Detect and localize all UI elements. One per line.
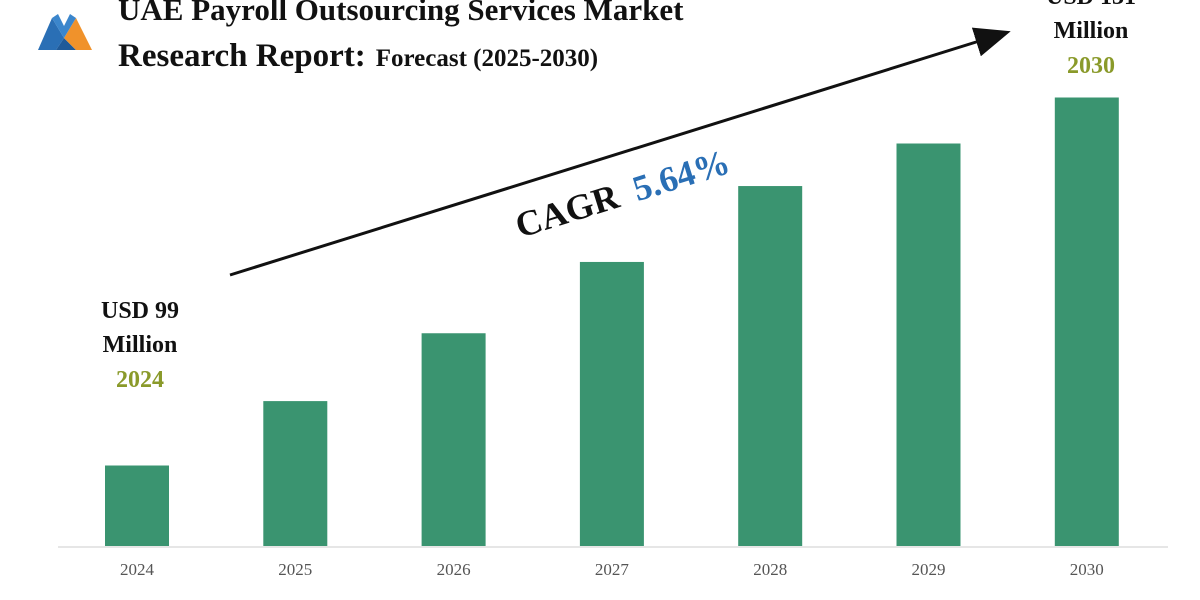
chart-title-line2: Research Report: Forecast (2025-2030)	[118, 38, 598, 74]
bar-2029	[896, 143, 961, 546]
x-tick-label: 2030	[1070, 560, 1104, 579]
x-tick-label: 2028	[753, 560, 787, 579]
cagr-trend-arrow	[229, 27, 1011, 277]
end-unit-text: Million	[1054, 18, 1129, 44]
bar-2024	[105, 465, 169, 546]
start-unit-text: Million	[103, 332, 178, 358]
bar-2026	[421, 333, 486, 546]
bar-2030	[1054, 97, 1119, 546]
x-tick-label: 2026	[437, 560, 471, 579]
cagr-label: CAGR 5.64%	[510, 141, 734, 245]
x-tick-label: 2029	[912, 560, 946, 579]
end-year-text: 2030	[1067, 53, 1115, 79]
x-tick-label: 2024	[120, 560, 155, 579]
bar-series	[105, 97, 1119, 547]
x-axis-ticks: 2024 2025 2026 2027 2028 2029 2030	[120, 560, 1104, 579]
start-value-callout: USD 99 Million 2024	[101, 298, 179, 393]
bar-2027	[579, 261, 644, 546]
x-tick-label: 2025	[278, 560, 312, 579]
m-letter-logo-icon	[38, 14, 92, 50]
start-year-text: 2024	[116, 367, 164, 393]
end-value-callout: USD 131 Million 2030	[1046, 0, 1136, 79]
start-value-text: USD 99	[101, 298, 179, 324]
end-value-text: USD 131	[1046, 0, 1136, 10]
bar-2025	[263, 401, 328, 546]
x-tick-label: 2027	[595, 560, 630, 579]
bar-2028	[738, 186, 803, 547]
chart-title-line1: UAE Payroll Outsourcing Services Market	[118, 0, 684, 27]
